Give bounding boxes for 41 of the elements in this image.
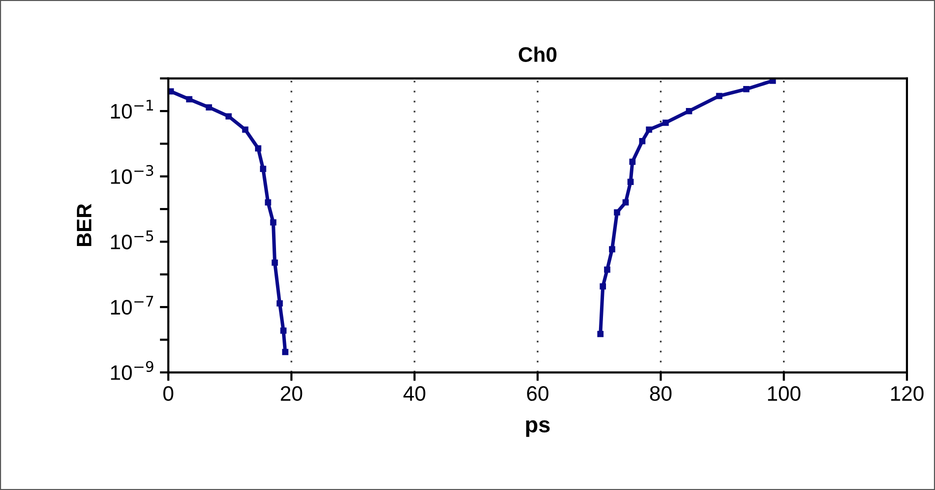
y-tick-label: 10$^{−3}$ bbox=[111, 164, 154, 184]
point bbox=[646, 126, 652, 133]
point bbox=[686, 108, 692, 114]
point bbox=[608, 246, 616, 252]
x-tick-label: 60 bbox=[527, 386, 548, 401]
point bbox=[600, 283, 606, 290]
y-tick-label: 10$^{−5}$ bbox=[111, 230, 154, 250]
x-tick-label: 20 bbox=[280, 386, 302, 401]
point bbox=[716, 92, 722, 100]
x-tick-label: 100 bbox=[768, 386, 800, 401]
chart-title: Ch0 bbox=[518, 46, 556, 62]
x-axis-title: ps bbox=[526, 420, 550, 437]
point bbox=[282, 348, 288, 356]
point bbox=[614, 209, 620, 216]
point bbox=[264, 199, 272, 206]
point bbox=[743, 86, 750, 92]
point bbox=[276, 300, 283, 306]
x-tick-label: 40 bbox=[403, 386, 426, 401]
point bbox=[627, 178, 634, 185]
x-tick-label: 120 bbox=[891, 386, 924, 401]
point bbox=[280, 328, 287, 334]
point bbox=[260, 166, 266, 172]
point bbox=[226, 113, 232, 120]
point bbox=[206, 104, 212, 110]
x-tick-label: 80 bbox=[650, 386, 672, 401]
point bbox=[629, 158, 636, 165]
point bbox=[272, 259, 278, 266]
y-tick-label: 10$^{−9}$ bbox=[111, 360, 154, 380]
y-tick-label: 10$^{−7}$ bbox=[111, 296, 154, 315]
point bbox=[662, 120, 669, 126]
point bbox=[242, 126, 248, 133]
point bbox=[622, 199, 629, 206]
y-axis-title: BER bbox=[76, 204, 92, 246]
point bbox=[639, 138, 646, 144]
point bbox=[604, 266, 610, 273]
point bbox=[255, 145, 262, 152]
point bbox=[597, 330, 604, 338]
point bbox=[270, 219, 276, 226]
x-tick-label: 0 bbox=[163, 386, 174, 401]
y-tick-label: 10$^{−1}$ bbox=[111, 100, 154, 119]
point bbox=[186, 96, 192, 102]
